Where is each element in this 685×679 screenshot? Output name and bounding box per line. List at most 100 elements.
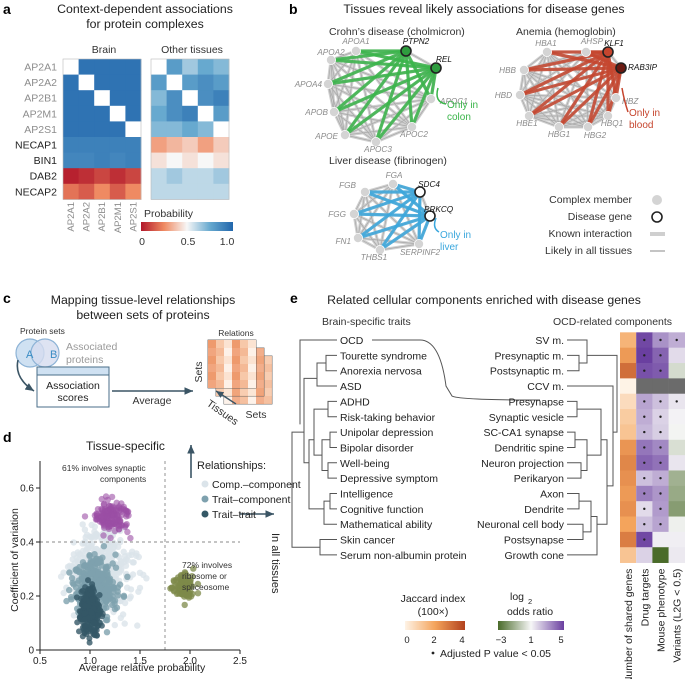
scatter-point xyxy=(82,602,89,609)
scatter-point xyxy=(100,513,107,520)
heat-a-col-label: AP2B1 xyxy=(97,202,108,232)
significance-dot xyxy=(675,338,678,342)
trait-label: Depressive symptom xyxy=(340,473,438,485)
trait-label: Bipolar disorder xyxy=(340,442,414,454)
network-node xyxy=(611,93,622,104)
scatter-point xyxy=(127,534,134,542)
heat-a-cell xyxy=(109,137,126,153)
component-label: Neuron projection xyxy=(481,458,564,470)
relation-matrix-cell xyxy=(216,356,224,364)
likely-edge xyxy=(523,69,560,128)
network-gene-label: FN1 xyxy=(336,237,351,246)
significance-dot xyxy=(675,400,678,403)
network-node xyxy=(519,65,530,76)
heat-a-cell xyxy=(197,59,214,75)
dendrogram-branch xyxy=(316,362,337,387)
dendrogram-branch xyxy=(587,354,618,433)
heat-a-cell xyxy=(197,90,214,107)
annot-right-2: ribosome or xyxy=(182,571,227,581)
component-label: Presynapse xyxy=(509,396,565,408)
odds-cell xyxy=(668,455,685,471)
relation-matrix-cell xyxy=(232,380,240,388)
relation-matrix-cell xyxy=(224,388,232,396)
heat-a-cell xyxy=(182,59,199,75)
scatter-point xyxy=(76,628,82,635)
heat-a-cell xyxy=(125,105,142,122)
tissue-specific-edge xyxy=(606,67,623,117)
network-gene-label: APOA2 xyxy=(316,48,345,57)
relations-matrices xyxy=(207,339,273,405)
odds-tick-m3: −3 xyxy=(496,635,507,646)
relation-matrix-cell xyxy=(264,364,272,372)
scatter-point xyxy=(113,571,121,578)
scatter-point xyxy=(183,571,190,579)
scatter-point xyxy=(78,574,85,581)
dendrogram-branch xyxy=(567,339,588,364)
network-gene-label: APOC1 xyxy=(439,97,468,106)
network-gene-label: APOC2 xyxy=(399,130,428,139)
heat-a-cell xyxy=(94,137,111,153)
relation-matrix-cell xyxy=(224,380,232,388)
anemia-note-2: blood xyxy=(629,120,653,131)
panel-e-label: e xyxy=(290,290,298,306)
jaccard-cell xyxy=(620,547,637,563)
dendrograms xyxy=(291,339,618,556)
heat-a-cell xyxy=(94,152,111,169)
odds-cell xyxy=(668,547,685,563)
network-gene-label: HBQ1 xyxy=(601,119,623,128)
significance-dot xyxy=(659,461,662,464)
scatter-point xyxy=(88,521,95,529)
relation-matrix-cell xyxy=(248,348,256,356)
relation-matrix-cell xyxy=(256,364,264,372)
scatter-point xyxy=(121,620,128,627)
panel-c-title-line2: between sets of proteins xyxy=(76,308,209,322)
heat-a-cell xyxy=(63,121,79,138)
heat-a-cell xyxy=(197,168,214,185)
heat-a-cell xyxy=(151,105,167,122)
scatter-point xyxy=(111,540,118,548)
heatmap-column-labels: Number of shared genes Drug targets Mouse … xyxy=(623,568,684,679)
scatter-point xyxy=(126,595,133,602)
scatter-point xyxy=(79,624,86,631)
component-label: Postsynaptic m. xyxy=(490,366,564,378)
significance-dot xyxy=(643,446,646,449)
network-gene-label: KLF1 xyxy=(604,39,624,48)
odds-cell xyxy=(668,409,685,425)
likely-edge xyxy=(379,243,420,251)
scatter-point xyxy=(107,534,114,542)
network-gene-label: APOC3 xyxy=(363,145,392,154)
significance-dot xyxy=(643,492,646,495)
panel-b-title: Tissues reveal likely associations for d… xyxy=(343,2,624,16)
likely-edge xyxy=(375,126,413,143)
network-node xyxy=(339,129,350,140)
component-heatmap xyxy=(620,332,685,563)
relation-matrix-cell xyxy=(264,388,272,396)
network-gene-label: APOA4 xyxy=(294,80,323,89)
network-node xyxy=(615,62,627,74)
legend-traitcomp: Trait–component xyxy=(212,494,290,506)
relation-matrix-cell xyxy=(208,340,216,348)
trait-label: Skin cancer xyxy=(340,535,395,547)
dendrogram-branch xyxy=(323,500,337,525)
relation-matrix-cell xyxy=(240,348,248,356)
tissue-specific-edge xyxy=(417,191,422,245)
relation-matrix-cell xyxy=(256,396,264,404)
x-tick-label: 1.0 xyxy=(83,656,97,667)
heat-a-row-label: AP2A2 xyxy=(24,77,57,89)
scatter-point xyxy=(98,571,105,578)
relation-matrix-cell xyxy=(224,396,232,404)
scatter-point xyxy=(60,589,67,597)
scatter-point xyxy=(81,616,88,623)
scatter-point xyxy=(100,543,108,550)
significance-dot xyxy=(659,400,662,403)
heat-a-row-label: AP2M1 xyxy=(23,108,58,120)
scatter-point xyxy=(194,590,202,597)
heat-a-col-label: AP2S1 xyxy=(128,202,139,232)
network-gene-label: RAB3IP xyxy=(628,63,658,72)
score-box-line1: Association xyxy=(46,380,100,392)
odds-colorbar xyxy=(498,621,564,630)
relation-matrix-cell xyxy=(216,380,224,388)
scatter-point xyxy=(194,580,202,588)
anemia-title: Anemia (hemoglobin) xyxy=(516,26,616,38)
jaccard-cell xyxy=(620,455,637,471)
